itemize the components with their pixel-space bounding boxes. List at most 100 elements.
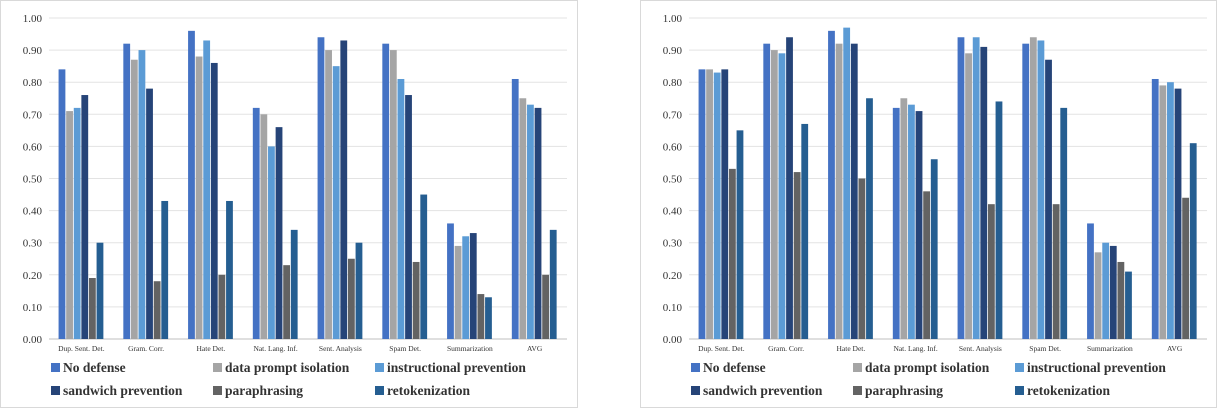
- bar-paraphrasing-gram-corr: [793, 172, 801, 339]
- bar-sandwich-prevention-avg: [534, 107, 542, 339]
- bar-instructional-prevention-sent-analysis: [972, 37, 980, 339]
- bar-retokenization-gram-corr: [801, 123, 809, 340]
- legend-label-sandwich-prevention: sandwich prevention: [63, 383, 183, 398]
- bar-no-defense-summarization: [1087, 223, 1094, 339]
- y-tick-label: 0.60: [663, 141, 683, 153]
- bar-no-defense-gram-corr: [123, 43, 131, 340]
- bar-no-defense-dup-sent-det: [698, 69, 706, 340]
- left-bar-chart: 0.00 0.10 0.20 0.30 0.40 0.50 0.60 0.70 0.80 0.90…: [23, 13, 567, 398]
- legend-label-no-defense: No defense: [703, 360, 766, 375]
- bar-paraphrasing-hate-det: [858, 178, 866, 339]
- legend-label-paraphrasing: paraphrasing: [865, 383, 943, 398]
- bar-data-prompt-isolation-sent-analysis: [325, 50, 332, 339]
- legend-swatch-no-defense: [51, 363, 60, 372]
- bar-paraphrasing-spam-det: [412, 261, 420, 339]
- y-tick-label: 0.70: [663, 109, 683, 121]
- bar-paraphrasing-gram-corr: [153, 281, 161, 339]
- bar-retokenization-summarization: [1125, 271, 1132, 339]
- bar-retokenization-dup-sent-det: [96, 242, 104, 339]
- bar-data-prompt-isolation-gram-corr: [130, 59, 138, 339]
- x-category-label: Spam Det.: [389, 344, 421, 353]
- bar-paraphrasing-spam-det: [1052, 204, 1060, 339]
- bar-sandwich-prevention-gram-corr: [146, 88, 153, 340]
- y-tick-label: 0.40: [23, 206, 43, 218]
- bar-instructional-prevention-summarization: [462, 236, 470, 339]
- bar-paraphrasing-summarization: [1117, 261, 1125, 339]
- legend-label-instructional-prevention: instructional prevention: [1027, 360, 1166, 375]
- bar-no-defense-nat-lang-inf: [252, 107, 260, 339]
- bar-no-defense-spam-det: [382, 43, 390, 340]
- bar-sandwich-prevention-hate-det: [850, 43, 858, 340]
- left-chart-panel: 0.00 0.10 0.20 0.30 0.40 0.50 0.60 0.70 0.80 0.90…: [0, 0, 578, 408]
- bar-sandwich-prevention-dup-sent-det: [81, 95, 89, 339]
- x-category-label: Dup. Sent. Det.: [698, 344, 745, 353]
- y-tick-label: 0.90: [663, 45, 683, 57]
- bar-sandwich-prevention-sent-analysis: [340, 40, 348, 339]
- y-tick-label: 0.30: [23, 238, 43, 250]
- legend-swatch-paraphrasing: [853, 386, 862, 395]
- legend-label-data-prompt-isolation: data prompt isolation: [865, 360, 990, 375]
- bar-data-prompt-isolation-summarization: [454, 245, 462, 339]
- right-chart-panel: 0.00 0.10 0.20 0.30 0.40 0.50 0.60 0.70 0.80 0.90…: [640, 0, 1217, 408]
- bar-no-defense-sent-analysis: [957, 37, 965, 339]
- bar-retokenization-nat-lang-inf: [290, 229, 298, 339]
- bar-sandwich-prevention-gram-corr: [786, 37, 793, 339]
- y-tick-label: 1.00: [663, 13, 683, 25]
- legend-swatch-data-prompt-isolation: [213, 363, 222, 372]
- y-tick-label: 0.20: [663, 270, 683, 282]
- legend-swatch-sandwich-prevention: [691, 386, 700, 395]
- bar-instructional-prevention-nat-lang-inf: [908, 104, 915, 339]
- legend-label-retokenization: retokenization: [387, 383, 470, 398]
- bar-data-prompt-isolation-summarization: [1094, 252, 1102, 339]
- bar-sandwich-prevention-dup-sent-det: [721, 69, 729, 340]
- bar-no-defense-sent-analysis: [317, 37, 325, 339]
- y-tick-label: 0.20: [23, 270, 43, 282]
- legend-label-sandwich-prevention: sandwich prevention: [703, 383, 823, 398]
- bar-no-defense-nat-lang-inf: [892, 107, 900, 339]
- y-tick-label: 0.70: [23, 109, 43, 121]
- y-tick-label: 0.30: [663, 238, 683, 250]
- bar-retokenization-spam-det: [420, 194, 428, 339]
- y-tick-label: 0.10: [23, 302, 43, 314]
- bar-retokenization-sent-analysis: [995, 101, 1003, 340]
- bar-retokenization-summarization: [485, 297, 492, 339]
- bar-instructional-prevention-spam-det: [1037, 40, 1045, 339]
- bar-no-defense-spam-det: [1022, 43, 1030, 340]
- bar-data-prompt-isolation-avg: [1159, 85, 1167, 339]
- y-tick-label: 0.10: [663, 302, 683, 314]
- bar-instructional-prevention-avg: [1167, 82, 1174, 339]
- x-category-label: Summarization: [1087, 344, 1133, 353]
- bar-sandwich-prevention-summarization: [469, 233, 477, 339]
- bar-paraphrasing-dup-sent-det: [728, 168, 736, 339]
- x-category-label: Sent. Analysis: [959, 344, 1002, 353]
- bar-retokenization-spam-det: [1060, 107, 1068, 339]
- x-category-label: AVG: [527, 344, 543, 353]
- bar-paraphrasing-nat-lang-inf: [923, 191, 931, 339]
- bar-instructional-prevention-spam-det: [397, 78, 405, 340]
- bar-sandwich-prevention-nat-lang-inf: [915, 111, 923, 339]
- x-category-label: Nat. Lang. Inf.: [253, 344, 297, 353]
- bar-retokenization-nat-lang-inf: [930, 159, 938, 339]
- bar-retokenization-dup-sent-det: [736, 130, 744, 339]
- bar-data-prompt-isolation-gram-corr: [770, 50, 778, 339]
- bar-paraphrasing-summarization: [477, 294, 485, 339]
- bar-sandwich-prevention-nat-lang-inf: [275, 127, 283, 339]
- bar-sandwich-prevention-avg: [1174, 88, 1182, 340]
- legend-label-retokenization: retokenization: [1027, 383, 1110, 398]
- legend-swatch-retokenization: [1015, 386, 1024, 395]
- bar-instructional-prevention-avg: [527, 104, 534, 339]
- y-tick-label: 0.00: [663, 334, 683, 346]
- bar-instructional-prevention-summarization: [1102, 242, 1110, 339]
- legend-swatch-retokenization: [375, 386, 384, 395]
- x-category-label: Nat. Lang. Inf.: [893, 344, 937, 353]
- bar-instructional-prevention-gram-corr: [778, 53, 786, 340]
- bar-data-prompt-isolation-dup-sent-det: [706, 69, 713, 340]
- bar-retokenization-hate-det: [226, 200, 233, 339]
- y-tick-label: 0.60: [23, 141, 43, 153]
- bar-paraphrasing-hate-det: [218, 274, 226, 339]
- bar-data-prompt-isolation-hate-det: [835, 43, 843, 340]
- bar-retokenization-gram-corr: [161, 200, 169, 339]
- legend-label-data-prompt-isolation: data prompt isolation: [225, 360, 350, 375]
- y-tick-label: 0.90: [23, 45, 43, 57]
- bar-data-prompt-isolation-nat-lang-inf: [900, 98, 908, 339]
